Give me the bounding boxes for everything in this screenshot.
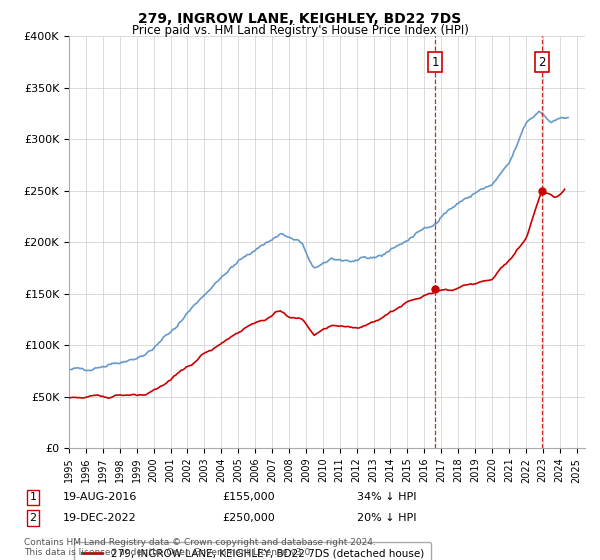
Text: £250,000: £250,000 <box>222 513 275 523</box>
Text: 1: 1 <box>29 492 37 502</box>
Text: 19-AUG-2016: 19-AUG-2016 <box>63 492 137 502</box>
Text: 20% ↓ HPI: 20% ↓ HPI <box>357 513 416 523</box>
Text: 279, INGROW LANE, KEIGHLEY, BD22 7DS: 279, INGROW LANE, KEIGHLEY, BD22 7DS <box>139 12 461 26</box>
Text: 34% ↓ HPI: 34% ↓ HPI <box>357 492 416 502</box>
Text: £155,000: £155,000 <box>222 492 275 502</box>
Text: Price paid vs. HM Land Registry's House Price Index (HPI): Price paid vs. HM Land Registry's House … <box>131 24 469 37</box>
Text: Contains HM Land Registry data © Crown copyright and database right 2024.
This d: Contains HM Land Registry data © Crown c… <box>24 538 376 557</box>
Text: 19-DEC-2022: 19-DEC-2022 <box>63 513 137 523</box>
Legend: 279, INGROW LANE, KEIGHLEY, BD22 7DS (detached house), HPI: Average price, detac: 279, INGROW LANE, KEIGHLEY, BD22 7DS (de… <box>74 542 431 560</box>
Text: 2: 2 <box>538 55 546 69</box>
Text: 1: 1 <box>431 55 439 69</box>
Text: 2: 2 <box>29 513 37 523</box>
